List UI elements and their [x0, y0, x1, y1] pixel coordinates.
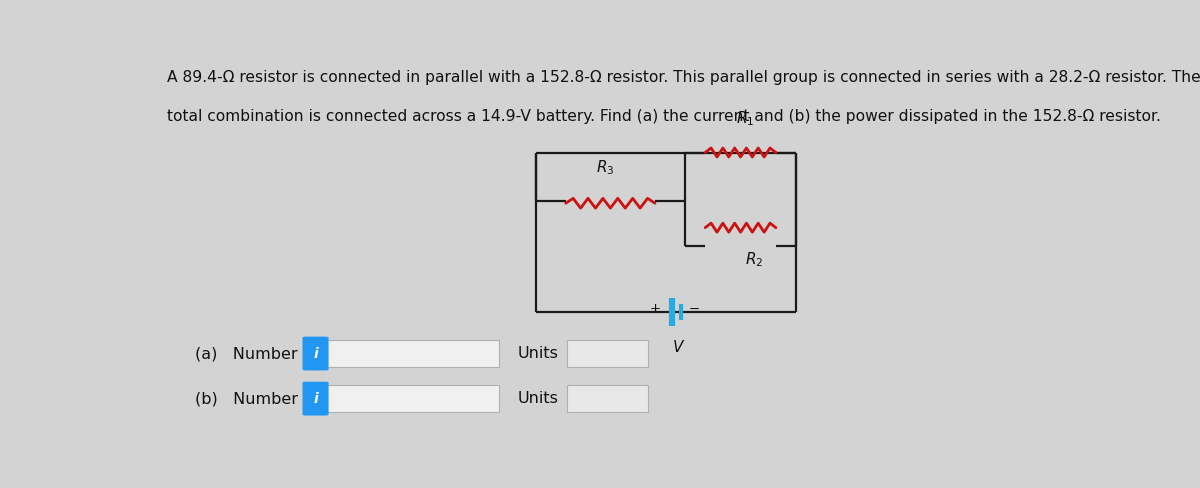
Text: ▲: ▲ — [635, 344, 641, 352]
Text: $R_3$: $R_3$ — [596, 158, 614, 177]
FancyBboxPatch shape — [302, 382, 329, 416]
Text: total combination is connected across a 14.9-V battery. Find (a) the current and: total combination is connected across a … — [167, 109, 1160, 124]
Text: +: + — [649, 302, 660, 315]
Text: ▼: ▼ — [635, 355, 641, 364]
Text: A 89.4-Ω resistor is connected in parallel with a 152.8-Ω resistor. This paralle: A 89.4-Ω resistor is connected in parall… — [167, 70, 1200, 85]
Text: $R_2$: $R_2$ — [745, 250, 763, 269]
Text: −: − — [689, 303, 700, 316]
FancyBboxPatch shape — [566, 385, 648, 412]
Text: Units: Units — [517, 391, 558, 406]
Text: $V$: $V$ — [672, 339, 685, 354]
Text: $R_1$: $R_1$ — [736, 109, 755, 128]
FancyBboxPatch shape — [324, 385, 499, 412]
FancyBboxPatch shape — [566, 340, 648, 367]
Text: i: i — [313, 346, 318, 361]
Text: Units: Units — [517, 346, 558, 361]
FancyBboxPatch shape — [302, 337, 329, 370]
FancyBboxPatch shape — [324, 340, 499, 367]
Text: i: i — [313, 392, 318, 406]
Text: ▼: ▼ — [635, 400, 641, 409]
Text: (a)   Number: (a) Number — [194, 346, 298, 361]
Text: (b)   Number: (b) Number — [194, 391, 298, 406]
Text: ▲: ▲ — [635, 388, 641, 398]
